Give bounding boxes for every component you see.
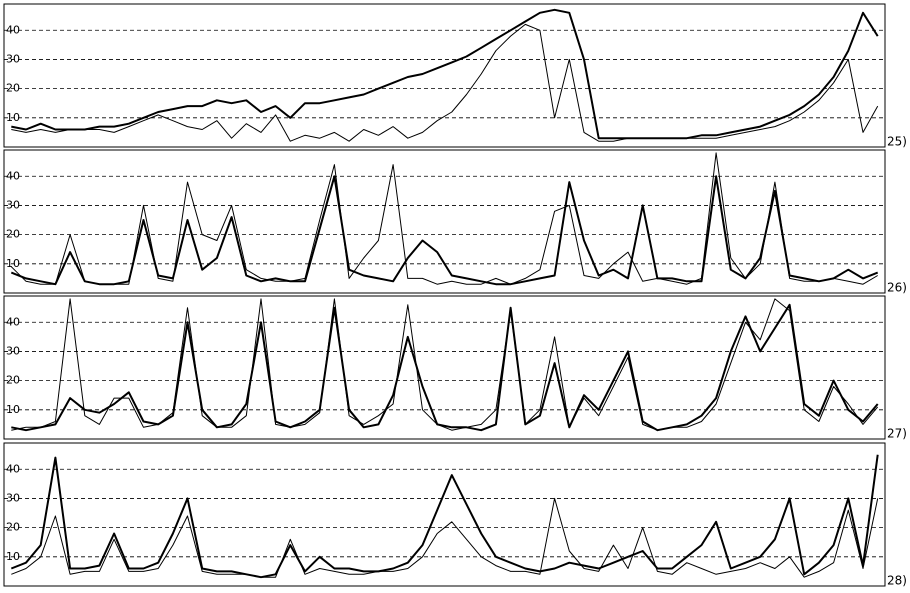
y-tick-label: 30 — [6, 198, 20, 211]
y-tick-label: 20 — [6, 521, 20, 534]
y-tick-label: 20 — [6, 82, 20, 95]
panel-label: 25) — [887, 135, 907, 149]
data-line — [11, 303, 879, 432]
y-tick-label: 40 — [6, 462, 20, 475]
y-tick-label: 40 — [6, 315, 20, 328]
y-tick-label: 30 — [6, 344, 20, 357]
panel-frame — [3, 3, 886, 148]
y-tick-label: 10 — [6, 550, 20, 563]
y-tick-label: 10 — [6, 403, 20, 416]
y-tick-label: 30 — [6, 491, 20, 504]
y-tick-label: 30 — [6, 52, 20, 65]
y-tick-label: 20 — [6, 374, 20, 387]
data-line — [11, 8, 879, 140]
y-tick-label: 40 — [6, 169, 20, 182]
y-tick-label: 40 — [6, 23, 20, 36]
panel-label: 28) — [887, 574, 907, 588]
data-line — [10, 152, 878, 285]
y-tick-label: 10 — [6, 111, 20, 124]
panel-frame — [3, 442, 886, 587]
data-line — [11, 23, 879, 142]
data-line — [10, 454, 879, 579]
panel-frame — [3, 295, 886, 440]
data-line — [11, 298, 879, 431]
panel-label: 27) — [887, 427, 907, 441]
data-line — [11, 497, 879, 578]
y-tick-label: 10 — [6, 257, 20, 270]
panel-label: 26) — [887, 281, 907, 295]
panel-frame — [3, 149, 886, 294]
y-tick-label: 20 — [6, 228, 20, 241]
